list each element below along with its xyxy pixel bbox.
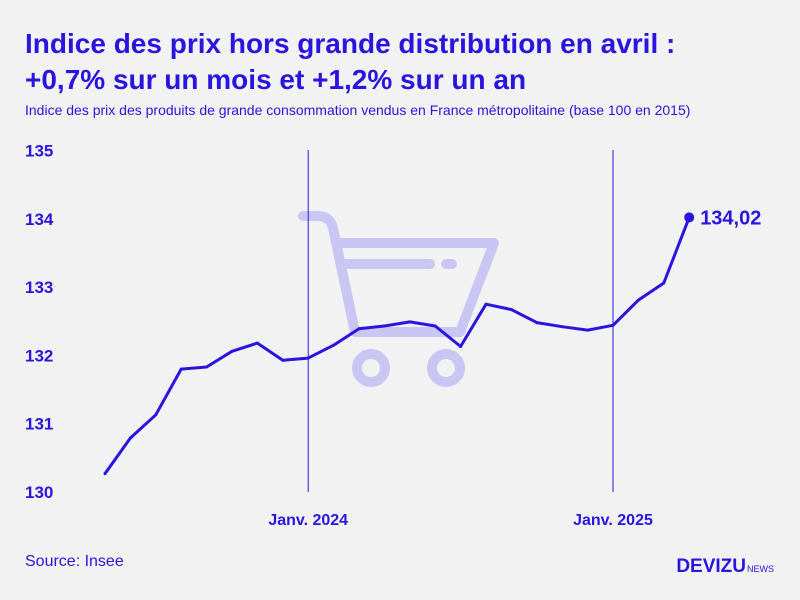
last-value-dot [684, 212, 695, 223]
chart-subtitle: Indice des prix des produits de grande c… [25, 102, 691, 118]
x-marker-label: Janv. 2025 [573, 512, 653, 529]
data-point [357, 327, 361, 331]
data-point [255, 341, 259, 345]
y-tick-label: 133 [25, 278, 53, 297]
data-point [382, 324, 386, 328]
y-tick-label: 134 [25, 210, 54, 229]
data-point [205, 365, 209, 369]
data-point [306, 356, 310, 360]
data-point [509, 308, 513, 312]
title-line-1: Indice des prix hors grande distribution… [25, 28, 676, 59]
y-axis: 130 131 132 133 134 135 [25, 142, 54, 503]
data-point [128, 436, 132, 440]
y-tick-label: 131 [25, 415, 53, 434]
data-point [611, 323, 615, 327]
chart-title: Indice des prix hors grande distribution… [25, 26, 785, 98]
shopping-cart-icon [298, 211, 499, 387]
y-tick-label: 132 [25, 346, 53, 365]
data-point [154, 413, 158, 417]
data-point [636, 298, 640, 302]
x-marker-label: Janv. 2024 [268, 512, 348, 529]
data-point [535, 321, 539, 325]
data-point [560, 325, 564, 329]
source-note: Source: Insee [25, 553, 124, 570]
series-line [103, 215, 691, 476]
last-value-label: 134,02 [700, 207, 761, 229]
y-tick-label: 135 [25, 142, 53, 161]
brand-logo: DEVIZUNEWS [676, 556, 774, 578]
data-point [408, 320, 412, 324]
data-points [103, 215, 691, 476]
data-point [662, 281, 666, 285]
data-point [103, 472, 107, 476]
data-point [459, 345, 463, 348]
data-point [281, 358, 285, 362]
brand-name: DEVIZU [676, 556, 746, 577]
data-point [179, 367, 183, 371]
data-point [433, 324, 437, 328]
y-tick-label: 130 [25, 483, 53, 502]
x-axis-markers: Janv. 2024 Janv. 2025 [268, 150, 653, 529]
data-point [586, 328, 590, 332]
brand-suffix: NEWS [747, 564, 774, 574]
data-point [332, 343, 336, 347]
data-point [230, 349, 234, 353]
data-point [484, 302, 488, 306]
title-line-2: +0,7% sur un mois et +1,2% sur un an [25, 64, 527, 95]
